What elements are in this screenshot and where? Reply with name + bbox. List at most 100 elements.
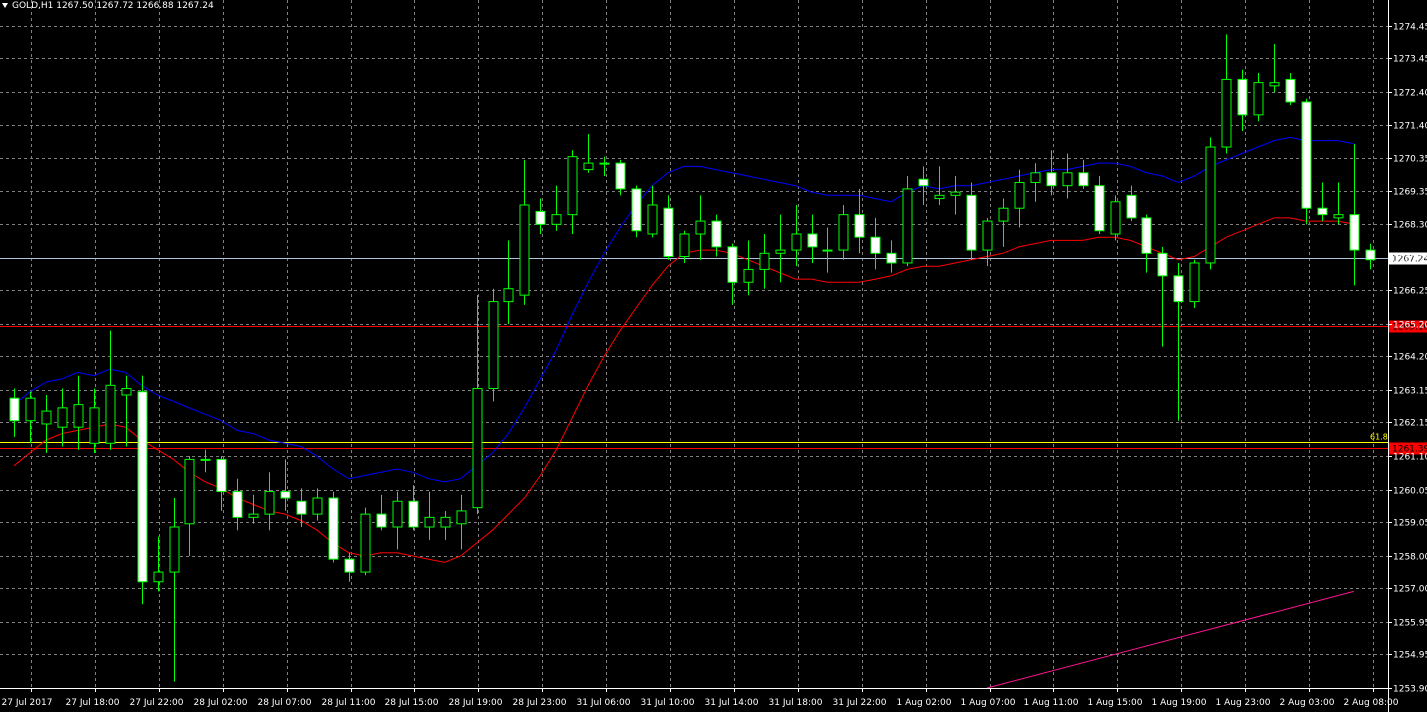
- candle-body[interactable]: [73, 404, 84, 428]
- candle-body[interactable]: [1285, 78, 1296, 103]
- candle-body[interactable]: [918, 178, 929, 187]
- candle-body[interactable]: [711, 220, 722, 248]
- candle-body[interactable]: [934, 194, 945, 200]
- candle-body[interactable]: [679, 233, 690, 258]
- candle-body[interactable]: [567, 156, 578, 216]
- candle-body[interactable]: [1046, 172, 1057, 187]
- candle-body[interactable]: [759, 252, 770, 270]
- candle-body[interactable]: [583, 162, 594, 171]
- candle-body[interactable]: [838, 214, 849, 251]
- candle-body[interactable]: [631, 188, 642, 232]
- candle-body[interactable]: [408, 500, 419, 528]
- candle-body[interactable]: [1030, 172, 1041, 183]
- candle-body[interactable]: [312, 497, 323, 515]
- time-tick-label: 1 Aug 19:00: [1152, 698, 1207, 708]
- horizontal-levels[interactable]: 1267.24 1265.10 61.8 1261.39: [0, 252, 1427, 455]
- candle-body[interactable]: [791, 233, 802, 251]
- candle-body[interactable]: [1333, 214, 1344, 219]
- candle-body[interactable]: [870, 236, 881, 254]
- time-axis[interactable]: 27 Jul 2017 27 Jul 18:00 27 Jul 22:00 28 Ju…: [0, 688, 1399, 708]
- candle-body[interactable]: [966, 194, 977, 251]
- candle-body[interactable]: [248, 513, 259, 518]
- candle-body[interactable]: [854, 214, 865, 238]
- candle-body[interactable]: [137, 391, 148, 583]
- candle-body[interactable]: [41, 410, 52, 425]
- candle-body[interactable]: [599, 162, 610, 165]
- candle-body[interactable]: [1094, 185, 1105, 232]
- candle-body[interactable]: [1349, 214, 1360, 251]
- candle-body[interactable]: [1301, 101, 1312, 209]
- candle-body[interactable]: [25, 397, 36, 422]
- candle-body[interactable]: [456, 510, 467, 525]
- candle-body[interactable]: [998, 207, 1009, 222]
- candle-body[interactable]: [89, 407, 100, 444]
- candle-body[interactable]: [153, 571, 164, 583]
- price-tick-label: 1253.90: [1393, 685, 1427, 695]
- candle-body[interactable]: [647, 204, 658, 235]
- candle-body[interactable]: [184, 458, 195, 525]
- candle-body[interactable]: [551, 214, 562, 225]
- candle-body[interactable]: [105, 384, 116, 444]
- candle-body[interactable]: [1189, 262, 1200, 303]
- candle-body[interactable]: [1078, 172, 1089, 187]
- symbol-label: GOLD,H1: [12, 1, 54, 11]
- candle-body[interactable]: [328, 497, 339, 560]
- candle-body[interactable]: [727, 246, 738, 283]
- candle-body[interactable]: [121, 388, 132, 396]
- candle-body[interactable]: [376, 513, 387, 528]
- time-tick-label: 28 Jul 11:00: [322, 698, 376, 708]
- candle-body[interactable]: [982, 220, 993, 251]
- candle-body[interactable]: [424, 516, 435, 528]
- candle-body[interactable]: [1157, 252, 1168, 277]
- candle-body[interactable]: [488, 301, 499, 390]
- candle-body[interactable]: [57, 407, 68, 428]
- candle-body[interactable]: [1062, 172, 1073, 187]
- candle-body[interactable]: [1110, 201, 1121, 235]
- candle-body[interactable]: [902, 188, 913, 264]
- candle-body[interactable]: [663, 207, 674, 258]
- candle-body[interactable]: [360, 513, 371, 573]
- candle-body[interactable]: [1141, 217, 1152, 254]
- candle-body[interactable]: [519, 204, 530, 296]
- candle-body[interactable]: [1205, 146, 1216, 264]
- price-tick-label: 1255.95: [1393, 619, 1427, 629]
- candle-body[interactable]: [169, 526, 180, 573]
- candle-body[interactable]: [9, 397, 20, 422]
- candle-body[interactable]: [535, 210, 546, 225]
- price-axis[interactable]: 1274.45 1273.45 1272.40 1271.40 1270.35 1269.…: [1388, 0, 1427, 712]
- candle-body[interactable]: [200, 458, 211, 461]
- candle-body[interactable]: [615, 162, 626, 190]
- candle-body[interactable]: [807, 233, 818, 248]
- candle-body[interactable]: [1126, 194, 1137, 219]
- candle-body[interactable]: [1173, 275, 1184, 303]
- candle-body[interactable]: [822, 249, 833, 252]
- candle-body[interactable]: [1221, 78, 1232, 148]
- candle-body[interactable]: [503, 288, 514, 303]
- candle-body[interactable]: [1269, 82, 1280, 87]
- candle-body[interactable]: [344, 558, 355, 573]
- candle-body[interactable]: [232, 491, 243, 518]
- candle-body[interactable]: [1237, 78, 1248, 116]
- dropdown-triangle-icon[interactable]: [2, 3, 8, 8]
- candle-body[interactable]: [695, 220, 706, 235]
- price-tick-label: 1272.40: [1393, 89, 1427, 99]
- candle-body[interactable]: [216, 458, 227, 493]
- candle-body[interactable]: [392, 500, 403, 528]
- candle-body[interactable]: [264, 491, 275, 515]
- time-tick-label: 31 Jul 10:00: [641, 698, 695, 708]
- candle-body[interactable]: [743, 268, 754, 283]
- candle-body[interactable]: [886, 252, 897, 264]
- candle-body[interactable]: [1014, 181, 1025, 209]
- candle-body[interactable]: [775, 249, 786, 254]
- candle-body[interactable]: [472, 388, 483, 509]
- candle-body[interactable]: [950, 191, 961, 196]
- candle-body[interactable]: [280, 491, 291, 499]
- candle-body[interactable]: [1253, 82, 1264, 116]
- candle-body[interactable]: [296, 500, 307, 515]
- candle-body[interactable]: [440, 516, 451, 528]
- candles[interactable]: [9, 34, 1376, 682]
- candle-body[interactable]: [1317, 207, 1328, 216]
- price-tick-label: 1265.20: [1393, 321, 1427, 331]
- candle-body[interactable]: [1365, 249, 1376, 261]
